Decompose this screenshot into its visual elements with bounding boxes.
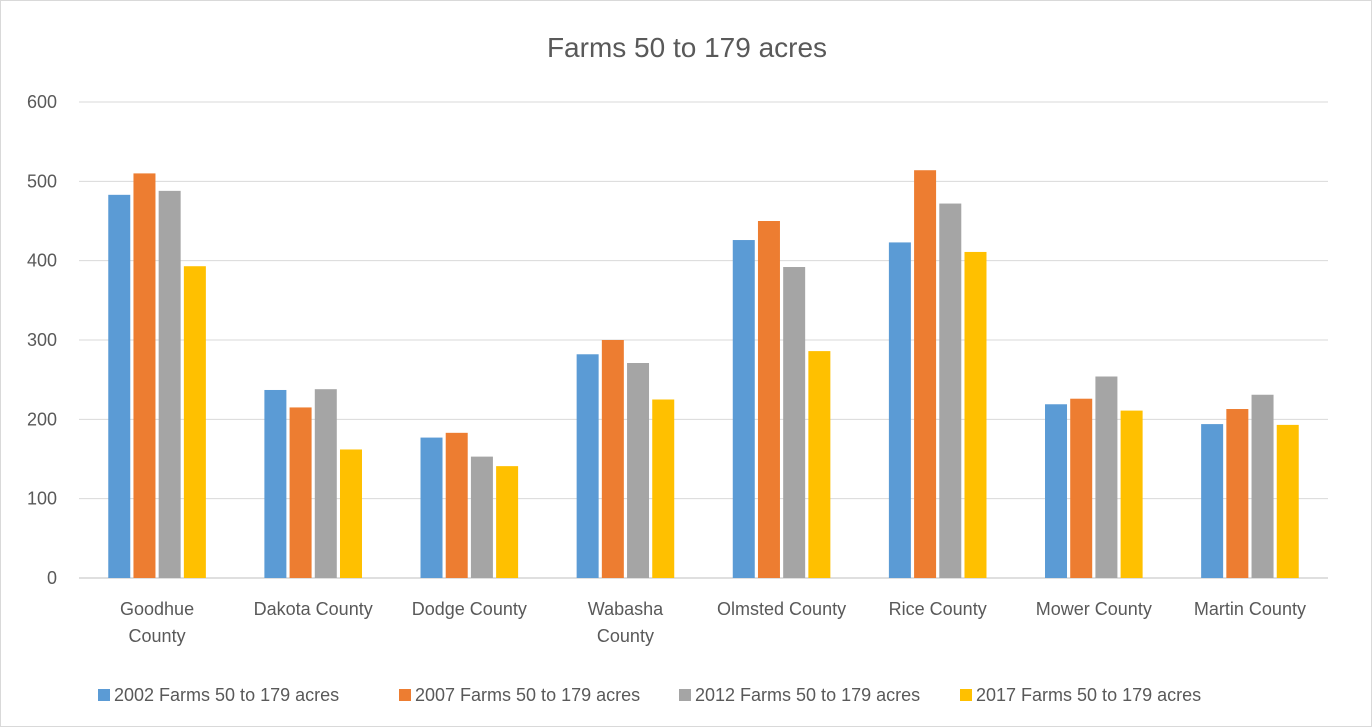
y-axis-tick-labels: 0 100 200 300 400 500 600 — [27, 92, 57, 588]
bar — [783, 267, 806, 578]
legend-swatch — [399, 689, 411, 701]
x-category-label: County — [597, 626, 654, 646]
y-tick-label: 500 — [27, 171, 57, 191]
x-category-label: Martin County — [1194, 599, 1306, 619]
legend: 2002 Farms 50 to 179 acres 2007 Farms 50 … — [98, 685, 1201, 705]
x-axis-category-labels: Goodhue County Dakota County Dodge County Wa… — [120, 599, 1306, 646]
bars — [108, 170, 1299, 579]
bar — [732, 240, 755, 579]
x-category-label: Mower County — [1036, 599, 1152, 619]
bar — [183, 266, 206, 578]
x-category-label: Dakota County — [254, 599, 373, 619]
bar — [627, 363, 650, 578]
bar — [1276, 424, 1299, 578]
bar — [420, 437, 443, 578]
bar — [158, 190, 181, 578]
bar — [1226, 409, 1249, 578]
bar — [445, 432, 468, 578]
bar — [289, 407, 312, 578]
bar — [888, 242, 911, 579]
y-tick-label: 100 — [27, 489, 57, 509]
bar — [757, 221, 780, 578]
bar — [496, 466, 519, 578]
y-tick-label: 0 — [47, 568, 57, 588]
x-category-label: Rice County — [889, 599, 987, 619]
x-category-label: Wabasha — [588, 599, 664, 619]
bar — [314, 389, 337, 578]
bar — [1095, 376, 1118, 578]
bar — [1070, 398, 1093, 578]
y-tick-label: 400 — [27, 251, 57, 271]
legend-swatch — [960, 689, 972, 701]
bar — [339, 449, 362, 578]
legend-label: 2007 Farms 50 to 179 acres — [415, 685, 640, 705]
bar — [939, 203, 962, 578]
x-category-label: Dodge County — [412, 599, 527, 619]
bar — [1251, 394, 1274, 578]
bar — [133, 173, 156, 578]
bar — [264, 389, 287, 578]
y-tick-label: 300 — [27, 330, 57, 350]
x-category-label: County — [129, 626, 186, 646]
bar — [1201, 424, 1224, 578]
legend-swatch — [679, 689, 691, 701]
bar — [914, 170, 937, 578]
gridlines — [79, 101, 1328, 579]
y-tick-label: 600 — [27, 92, 57, 112]
bar — [964, 251, 987, 578]
x-category-label: Goodhue — [120, 599, 194, 619]
legend-label: 2012 Farms 50 to 179 acres — [695, 685, 920, 705]
bar — [652, 399, 675, 578]
y-tick-label: 200 — [27, 409, 57, 429]
legend-swatch — [98, 689, 110, 701]
bar — [108, 194, 131, 578]
bar — [576, 354, 599, 578]
x-category-label: Olmsted County — [717, 599, 846, 619]
legend-label: 2017 Farms 50 to 179 acres — [976, 685, 1201, 705]
bar — [470, 456, 493, 578]
bar — [1120, 410, 1143, 578]
bar — [1045, 404, 1068, 578]
chart-title: Farms 50 to 179 acres — [547, 32, 827, 63]
legend-label: 2002 Farms 50 to 179 acres — [114, 685, 339, 705]
bar — [808, 351, 831, 578]
bar — [601, 340, 624, 578]
